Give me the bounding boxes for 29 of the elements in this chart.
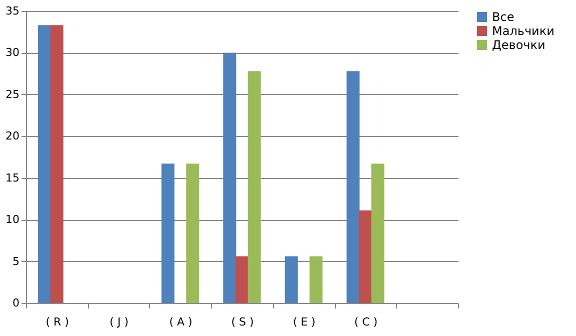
bar bbox=[186, 164, 200, 303]
bar bbox=[358, 210, 372, 303]
x-tick-label: ( S ) bbox=[231, 316, 254, 328]
bar bbox=[223, 52, 236, 303]
x-tick-label: ( J ) bbox=[110, 316, 128, 328]
y-tick-label: 30 bbox=[6, 46, 20, 60]
y-tick-label: 20 bbox=[6, 130, 20, 143]
legend-label: Все bbox=[492, 10, 514, 24]
legend-label: Девочки bbox=[492, 38, 546, 52]
bar bbox=[161, 164, 174, 303]
bar bbox=[371, 164, 384, 303]
y-tick-label: 0 bbox=[12, 296, 20, 310]
bar bbox=[284, 256, 298, 303]
x-tick-label: ( R ) bbox=[46, 316, 69, 328]
x-tick-label: ( C ) bbox=[354, 316, 378, 328]
y-tick-label: 35 bbox=[6, 4, 20, 18]
y-tick-label: 25 bbox=[6, 88, 20, 101]
bar bbox=[248, 71, 261, 303]
bar bbox=[346, 71, 360, 303]
x-tick-label: ( E ) bbox=[292, 316, 316, 328]
bar bbox=[310, 256, 323, 303]
legend-label: Мальчики bbox=[492, 24, 554, 38]
bar bbox=[38, 25, 52, 303]
y-tick-label: 15 bbox=[6, 171, 20, 184]
x-tick-label: ( A ) bbox=[169, 316, 192, 328]
y-tick-label: 5 bbox=[12, 254, 20, 268]
bar bbox=[50, 25, 64, 303]
y-tick-label: 10 bbox=[6, 213, 20, 226]
bar bbox=[236, 256, 248, 303]
